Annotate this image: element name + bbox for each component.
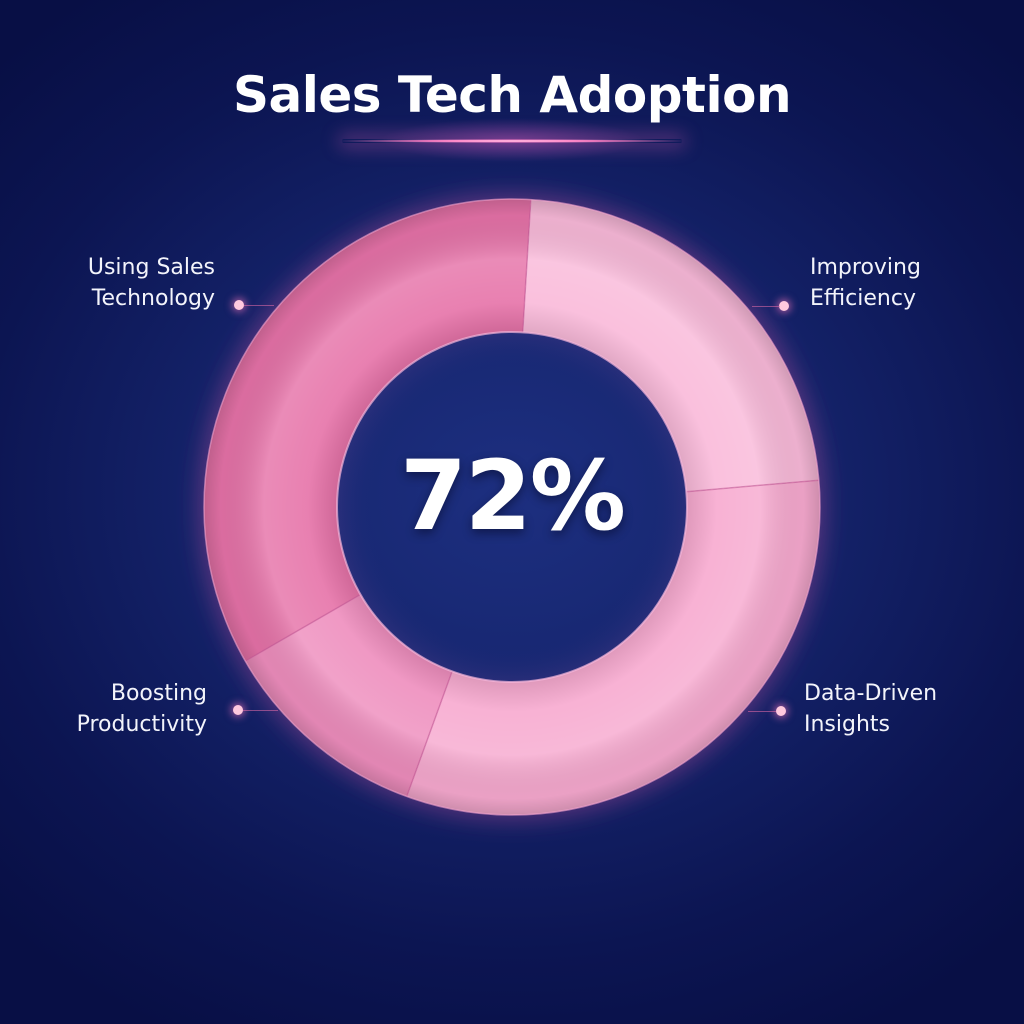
connector-line [752,306,780,307]
label-line: Using Sales [87,255,215,280]
label-line: Efficiency [810,286,916,311]
label-using-sales-technology: Using Sales Technology [60,252,215,314]
connector-line [243,710,278,711]
inner-glow [322,317,702,697]
label-line: Insights [804,712,891,737]
label-line: Technology [91,286,215,311]
segment-dividers [244,199,819,797]
label-data-driven-insights: Data-Driven Insights [804,678,1004,740]
legend-dot-improving-efficiency [779,301,789,311]
connector-line [748,711,776,712]
label-line: Data-Driven [804,681,938,706]
legend-dot-data-driven-insights [776,706,786,716]
label-line: Improving [810,255,921,280]
label-improving-efficiency: Improving Efficiency [810,252,990,314]
ring-inner-rim [336,331,688,683]
center-percentage: 72% [400,440,626,552]
ring-outer-rim [203,198,821,816]
chart-title: Sales Tech Adoption [232,66,792,124]
legend-dot-boosting-productivity [233,705,243,715]
connector-line [244,305,274,306]
label-line: Productivity [76,712,207,737]
title-underline-glow [342,139,682,143]
label-line: Boosting [110,681,207,706]
ring-shading [203,199,820,815]
legend-dot-using-sales-technology [234,300,244,310]
label-boosting-productivity: Boosting Productivity [40,678,207,740]
